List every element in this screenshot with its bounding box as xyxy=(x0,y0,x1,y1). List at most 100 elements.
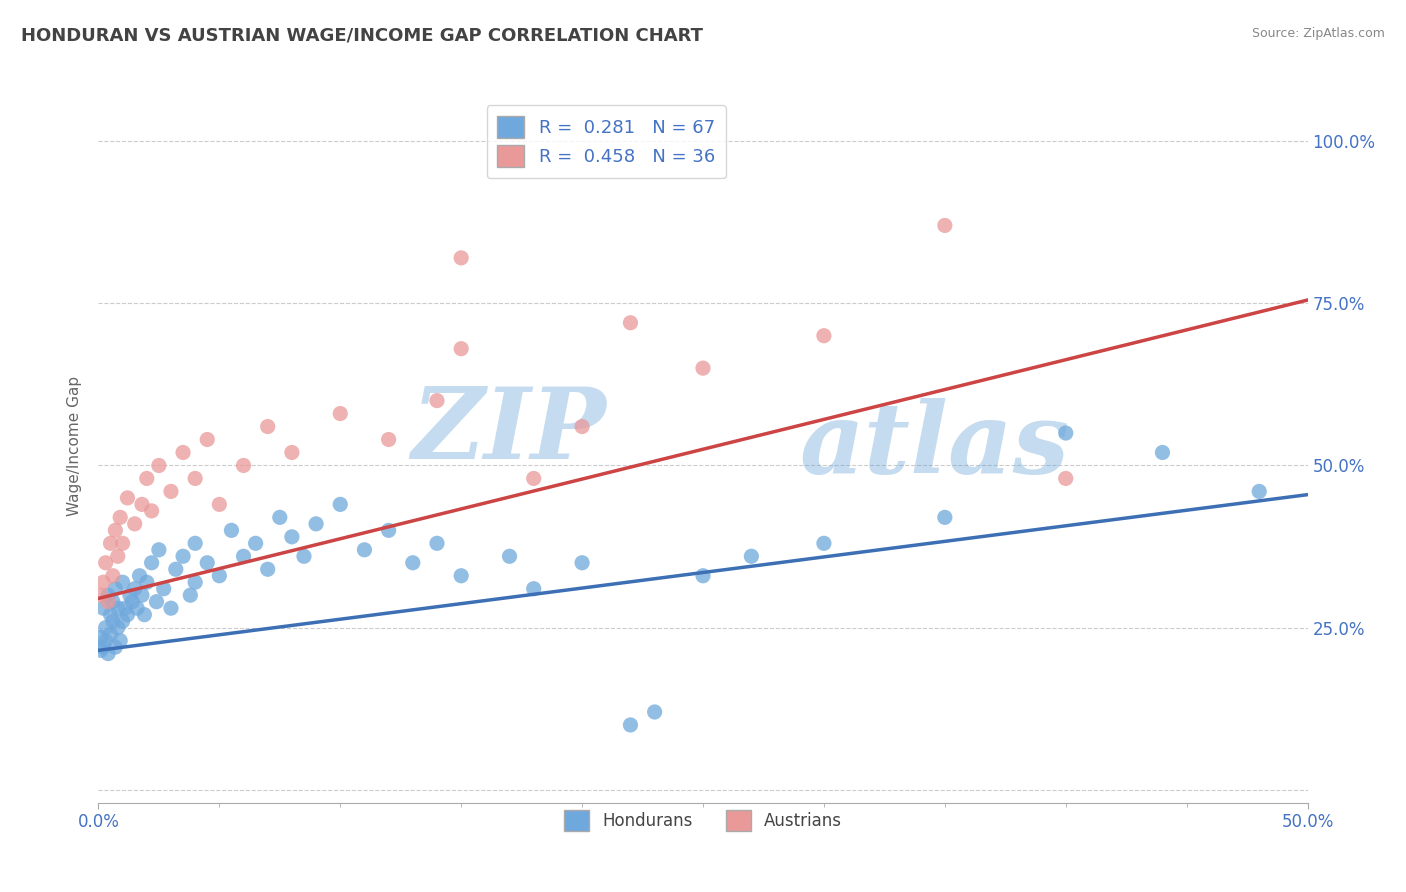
Point xyxy=(134,607,156,622)
Point xyxy=(124,582,146,596)
Point xyxy=(90,643,112,657)
Point xyxy=(160,484,183,499)
Point xyxy=(256,562,278,576)
Point xyxy=(571,556,593,570)
Point xyxy=(208,497,231,511)
Point xyxy=(141,556,163,570)
Point xyxy=(111,575,134,590)
Point xyxy=(90,631,112,645)
Point xyxy=(619,718,641,732)
Point xyxy=(619,316,641,330)
Point xyxy=(127,601,149,615)
Point xyxy=(426,536,449,550)
Point xyxy=(195,433,218,447)
Point xyxy=(269,510,291,524)
Point xyxy=(165,562,187,576)
Point xyxy=(94,621,117,635)
Text: ZIP: ZIP xyxy=(412,384,606,480)
Point xyxy=(100,627,122,641)
Point xyxy=(692,568,714,582)
Point xyxy=(184,471,207,485)
Point xyxy=(107,549,129,564)
Point xyxy=(111,614,134,628)
Point xyxy=(232,549,254,564)
Point xyxy=(94,556,117,570)
Point xyxy=(1249,484,1271,499)
Point xyxy=(131,588,153,602)
Point xyxy=(117,491,139,505)
Point xyxy=(135,471,157,485)
Point xyxy=(1152,445,1174,459)
Point xyxy=(644,705,666,719)
Point xyxy=(104,524,127,538)
Point xyxy=(934,510,956,524)
Point xyxy=(148,458,170,473)
Point xyxy=(571,419,593,434)
Point xyxy=(232,458,254,473)
Y-axis label: Wage/Income Gap: Wage/Income Gap xyxy=(67,376,83,516)
Point xyxy=(101,614,124,628)
Point xyxy=(292,549,315,564)
Point xyxy=(135,575,157,590)
Point xyxy=(329,497,352,511)
Point xyxy=(117,607,139,622)
Point xyxy=(160,601,183,615)
Point xyxy=(111,536,134,550)
Point xyxy=(145,595,167,609)
Point xyxy=(100,607,122,622)
Point xyxy=(97,588,120,602)
Point xyxy=(90,588,112,602)
Text: Source: ZipAtlas.com: Source: ZipAtlas.com xyxy=(1251,27,1385,40)
Point xyxy=(97,647,120,661)
Point xyxy=(124,516,146,531)
Point xyxy=(208,568,231,582)
Point xyxy=(108,633,131,648)
Point xyxy=(245,536,267,550)
Point xyxy=(426,393,449,408)
Point xyxy=(179,588,201,602)
Point xyxy=(108,510,131,524)
Point xyxy=(353,542,375,557)
Point xyxy=(101,568,124,582)
Point xyxy=(195,556,218,570)
Point xyxy=(305,516,328,531)
Point xyxy=(523,582,546,596)
Point xyxy=(450,568,472,582)
Point xyxy=(172,549,194,564)
Point xyxy=(221,524,243,538)
Point xyxy=(107,621,129,635)
Point xyxy=(131,497,153,511)
Point xyxy=(97,595,120,609)
Point xyxy=(450,342,472,356)
Point xyxy=(101,595,124,609)
Point xyxy=(104,582,127,596)
Point xyxy=(184,575,207,590)
Point xyxy=(91,575,114,590)
Point xyxy=(377,433,399,447)
Point xyxy=(152,582,174,596)
Point xyxy=(128,568,150,582)
Point xyxy=(256,419,278,434)
Point xyxy=(184,536,207,550)
Point xyxy=(1054,425,1077,440)
Point xyxy=(121,595,143,609)
Point xyxy=(450,251,472,265)
Text: atlas: atlas xyxy=(800,398,1070,494)
Point xyxy=(934,219,956,233)
Point xyxy=(813,328,835,343)
Point xyxy=(281,530,304,544)
Point xyxy=(329,407,352,421)
Point xyxy=(692,361,714,376)
Point xyxy=(100,536,122,550)
Point xyxy=(104,640,127,654)
Point xyxy=(148,542,170,557)
Point xyxy=(498,549,520,564)
Point xyxy=(1054,471,1077,485)
Point xyxy=(107,601,129,615)
Point xyxy=(94,633,117,648)
Point xyxy=(523,471,546,485)
Point xyxy=(172,445,194,459)
Text: HONDURAN VS AUSTRIAN WAGE/INCOME GAP CORRELATION CHART: HONDURAN VS AUSTRIAN WAGE/INCOME GAP COR… xyxy=(21,27,703,45)
Point xyxy=(91,640,114,654)
Point xyxy=(118,588,141,602)
